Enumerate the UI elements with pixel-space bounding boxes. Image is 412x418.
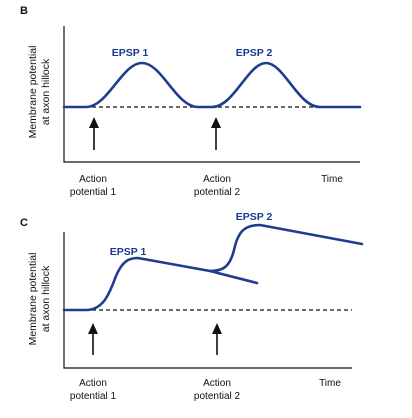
panel-c-ylabel: Membrane potential at axon hillock [27,253,52,346]
panel-c-ap2-label-line1: Action [203,378,231,389]
panel-b-ap1-label-line2: potential 1 [70,187,117,198]
panel-b: B Membrane potential at axon hillock EPS… [20,5,362,198]
panel-b-ap2-label-line1: Action [203,174,231,185]
panel-c-epsp-trace [62,223,364,312]
panel-b-epsp-trace [62,61,362,109]
panel-c-epsp2-label: EPSP 2 [236,211,273,223]
panel-c-ylabel-line2: at axon hillock [40,265,52,332]
panel-b-arrow-ap1-head [89,117,99,128]
panel-b-ap1-label-line1: Action [79,174,107,185]
panel-c-letter: C [20,217,28,229]
panel-c-ap2-label-line2: potential 2 [194,391,241,402]
panel-c-arrow-ap2 [212,323,222,355]
panel-b-epsp2-label: EPSP 2 [236,47,273,59]
panel-c-epsp1-label: EPSP 1 [110,246,147,258]
panel-c-axes [63,232,352,369]
panel-c-arrow-ap1-head [88,323,98,334]
panel-b-epsp1-label: EPSP 1 [112,47,149,59]
panel-c-arrow-ap1 [88,323,98,355]
panel-c-arrow-ap2-head [212,323,222,334]
panel-b-ap2-label-line2: potential 2 [194,187,241,198]
panel-c-ylabel-line1: Membrane potential [27,253,39,346]
panel-b-axes [63,26,360,163]
panel-b-arrow-ap1 [89,117,99,150]
panel-c-time-label: Time [319,378,341,389]
panel-c-ap1-label-line2: potential 1 [70,391,117,402]
panel-c: C Membrane potential at axon hillock EPS… [20,211,364,402]
panel-b-arrow-ap2-head [211,117,221,128]
panel-b-ylabel-line1: Membrane potential [27,46,39,139]
panel-b-letter: B [20,5,28,17]
panel-b-ylabel: Membrane potential at axon hillock [27,46,52,139]
panel-c-epsp1-decay-continuation [208,269,259,285]
panel-b-ylabel-line2: at axon hillock [40,58,52,125]
panel-b-arrow-ap2 [211,117,221,150]
panel-c-ap1-label-line1: Action [79,378,107,389]
panel-b-time-label: Time [321,174,343,185]
